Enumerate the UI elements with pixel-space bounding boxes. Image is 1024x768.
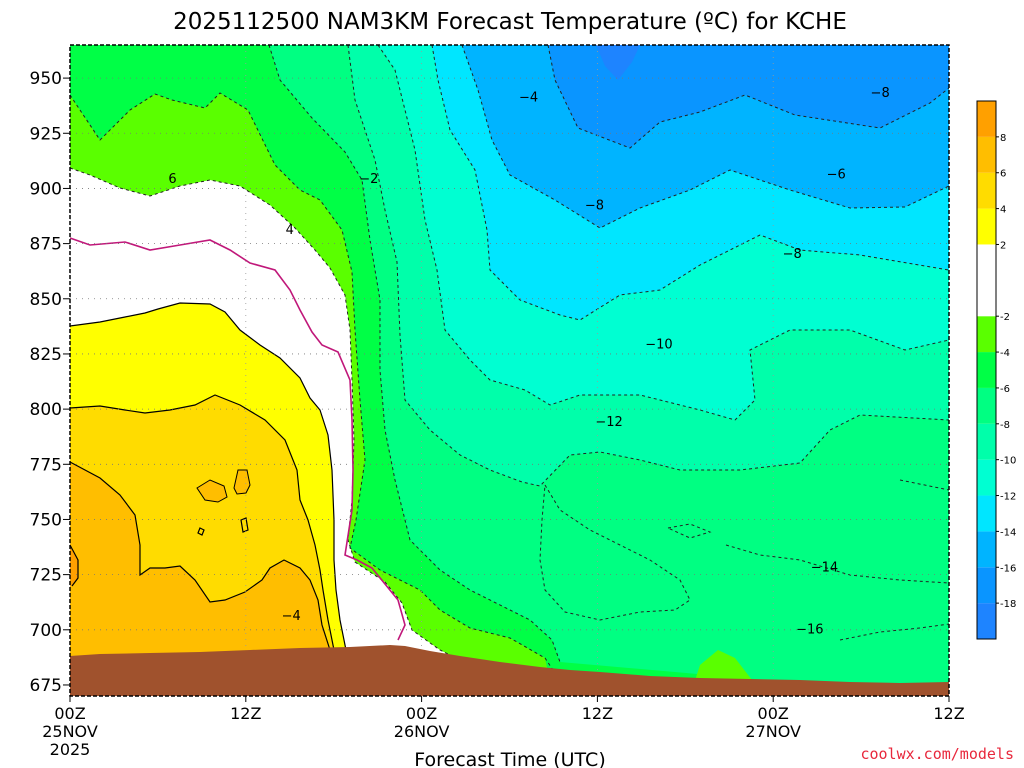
contour-label-10: 4: [286, 223, 294, 238]
colorbar-bin-10: [977, 208, 996, 245]
colorbar-label-7: -8: [1000, 420, 1010, 431]
x-tick-label-24: 00Z: [406, 704, 437, 723]
y-tick-label-675: 675: [30, 676, 62, 696]
contour-label-7: −8: [871, 86, 890, 101]
x-tick-year-0: 2025: [50, 740, 91, 759]
contour-label-9: −4: [282, 609, 301, 624]
isotherm-minus-8: [347, 45, 949, 487]
isotherm-plus-2: [70, 302, 349, 661]
isotherm-minus-6-south: [725, 479, 949, 584]
contour-label-5: −8: [585, 199, 604, 214]
contour-label-8: −4: [519, 90, 538, 105]
x-tick-label-60: 12Z: [933, 704, 964, 723]
colorbar-label-1: 6: [1000, 169, 1006, 180]
colorbar-label-3: 2: [1000, 240, 1006, 251]
isotherm-minus-6: [268, 45, 561, 663]
y-tick-label-750: 750: [30, 510, 62, 530]
freezing-line: [70, 237, 406, 641]
colorbar-label-2: 4: [1000, 205, 1006, 216]
plot-area: [70, 45, 949, 696]
solid-isotherms: [70, 302, 349, 661]
isotherm-minus-8-east: [839, 623, 949, 641]
colorbar-label-8: -10: [1000, 456, 1016, 467]
region-plus-8: [70, 545, 78, 586]
colorbar-bin-11: [977, 172, 996, 209]
contour-label-6: −6: [827, 168, 846, 183]
contour-label-3: −10: [645, 338, 672, 353]
isotherm-minus-12: [431, 45, 949, 321]
colorbar-bin-9: [977, 244, 996, 317]
y-tick-label-775: 775: [30, 455, 62, 475]
dashed-isotherms: [70, 45, 949, 671]
colorbar-bin-2: [977, 531, 996, 568]
colorbar-bin-1: [977, 567, 996, 604]
y-tick-label-875: 875: [30, 235, 62, 255]
contour-label-11: 6: [168, 172, 176, 187]
region-minus-18: [596, 45, 640, 80]
contour-label-4: −8: [783, 247, 802, 262]
y-tick-label-900: 900: [30, 179, 62, 199]
chart-title: 2025112500 NAM3KM Forecast Temperature (…: [173, 9, 847, 35]
colorbar-bin-4: [977, 459, 996, 496]
contour-label-0: −16: [796, 622, 823, 637]
colorbar-bin-13: [977, 101, 996, 137]
contour-label-1: −14: [811, 561, 838, 576]
region-plus-6: [70, 462, 335, 696]
isotherm-small-cell: [197, 517, 249, 536]
colorbar-label-12: -18: [1000, 599, 1016, 610]
x-tick-label-48: 00Z: [758, 704, 789, 723]
isotherm-minus-8-loop: [666, 523, 712, 539]
colorbar-label-6: -6: [1000, 384, 1010, 395]
y-tick-label-825: 825: [30, 345, 62, 365]
x-tick-day-0: 25NOV: [42, 722, 98, 741]
colorbar-label-9: -12: [1000, 492, 1016, 503]
contour-labels: −16 −14 −12 −10 −8 −8 −6 −8 −4 −4 4 6 −2: [168, 86, 889, 637]
colorbar-frame: [976, 100, 997, 640]
plot-frame: [69, 44, 950, 697]
colorbar-bin-0: [977, 603, 996, 639]
isotherm-minus-4: [70, 92, 554, 671]
y-axis: 675 700 725 750 775 800 825 850 875 900 925 950: [30, 69, 70, 696]
terrain-mask: [70, 645, 949, 696]
colorbar-label-5: -4: [1000, 348, 1010, 359]
colorbar: 8 6 4 2 -2 -4 -6 -8 -10 -12 -14 -16 -18: [976, 100, 1016, 640]
y-tick-label-850: 850: [30, 290, 62, 310]
colorbar-bin-5: [977, 423, 996, 460]
colorbar-bin-8: [977, 316, 996, 353]
isotherm-minus-2: [70, 167, 471, 666]
y-tick-label-950: 950: [30, 69, 62, 89]
colorbar-bin-7: [977, 352, 996, 388]
colorbar-label-0: 8: [1000, 133, 1006, 144]
isotherm-minus-10: [377, 45, 949, 421]
isotherm-minus-14: [461, 45, 949, 229]
colorbar-bin-3: [977, 495, 996, 532]
x-tick-label-12: 12Z: [230, 704, 261, 723]
y-tick-label-800: 800: [30, 400, 62, 420]
colorbar-label-4: -2: [1000, 312, 1010, 323]
x-tick-label-36: 12Z: [582, 704, 613, 723]
x-tick-day-24: 26NOV: [394, 722, 450, 741]
colorbar-bin-12: [977, 136, 996, 173]
isotherm-plus-8: [70, 544, 79, 587]
contour-label-12: −2: [359, 172, 378, 187]
isotherm-plus-4: [70, 394, 335, 651]
colorbar-label-10: -14: [1000, 527, 1016, 538]
x-axis-title: Forecast Time (UTC): [414, 749, 605, 768]
y-tick-label-725: 725: [30, 566, 62, 586]
isotherm-plus-6: [70, 461, 331, 651]
x-tick-day-48: 27NOV: [745, 722, 801, 741]
colorbar-bin-6: [977, 387, 996, 424]
colorbar-label-11: -16: [1000, 563, 1016, 574]
y-tick-label-925: 925: [30, 124, 62, 144]
credit-text: coolwx.com/models: [860, 745, 1014, 763]
region-plus-6-cell-2: [233, 469, 251, 495]
isotherm-minus-16: [547, 45, 949, 149]
contour-label-2: −12: [595, 415, 622, 430]
x-tick-label-0: 00Z: [54, 704, 85, 723]
region-plus-6-cell: [196, 479, 228, 503]
y-tick-label-700: 700: [30, 621, 62, 641]
